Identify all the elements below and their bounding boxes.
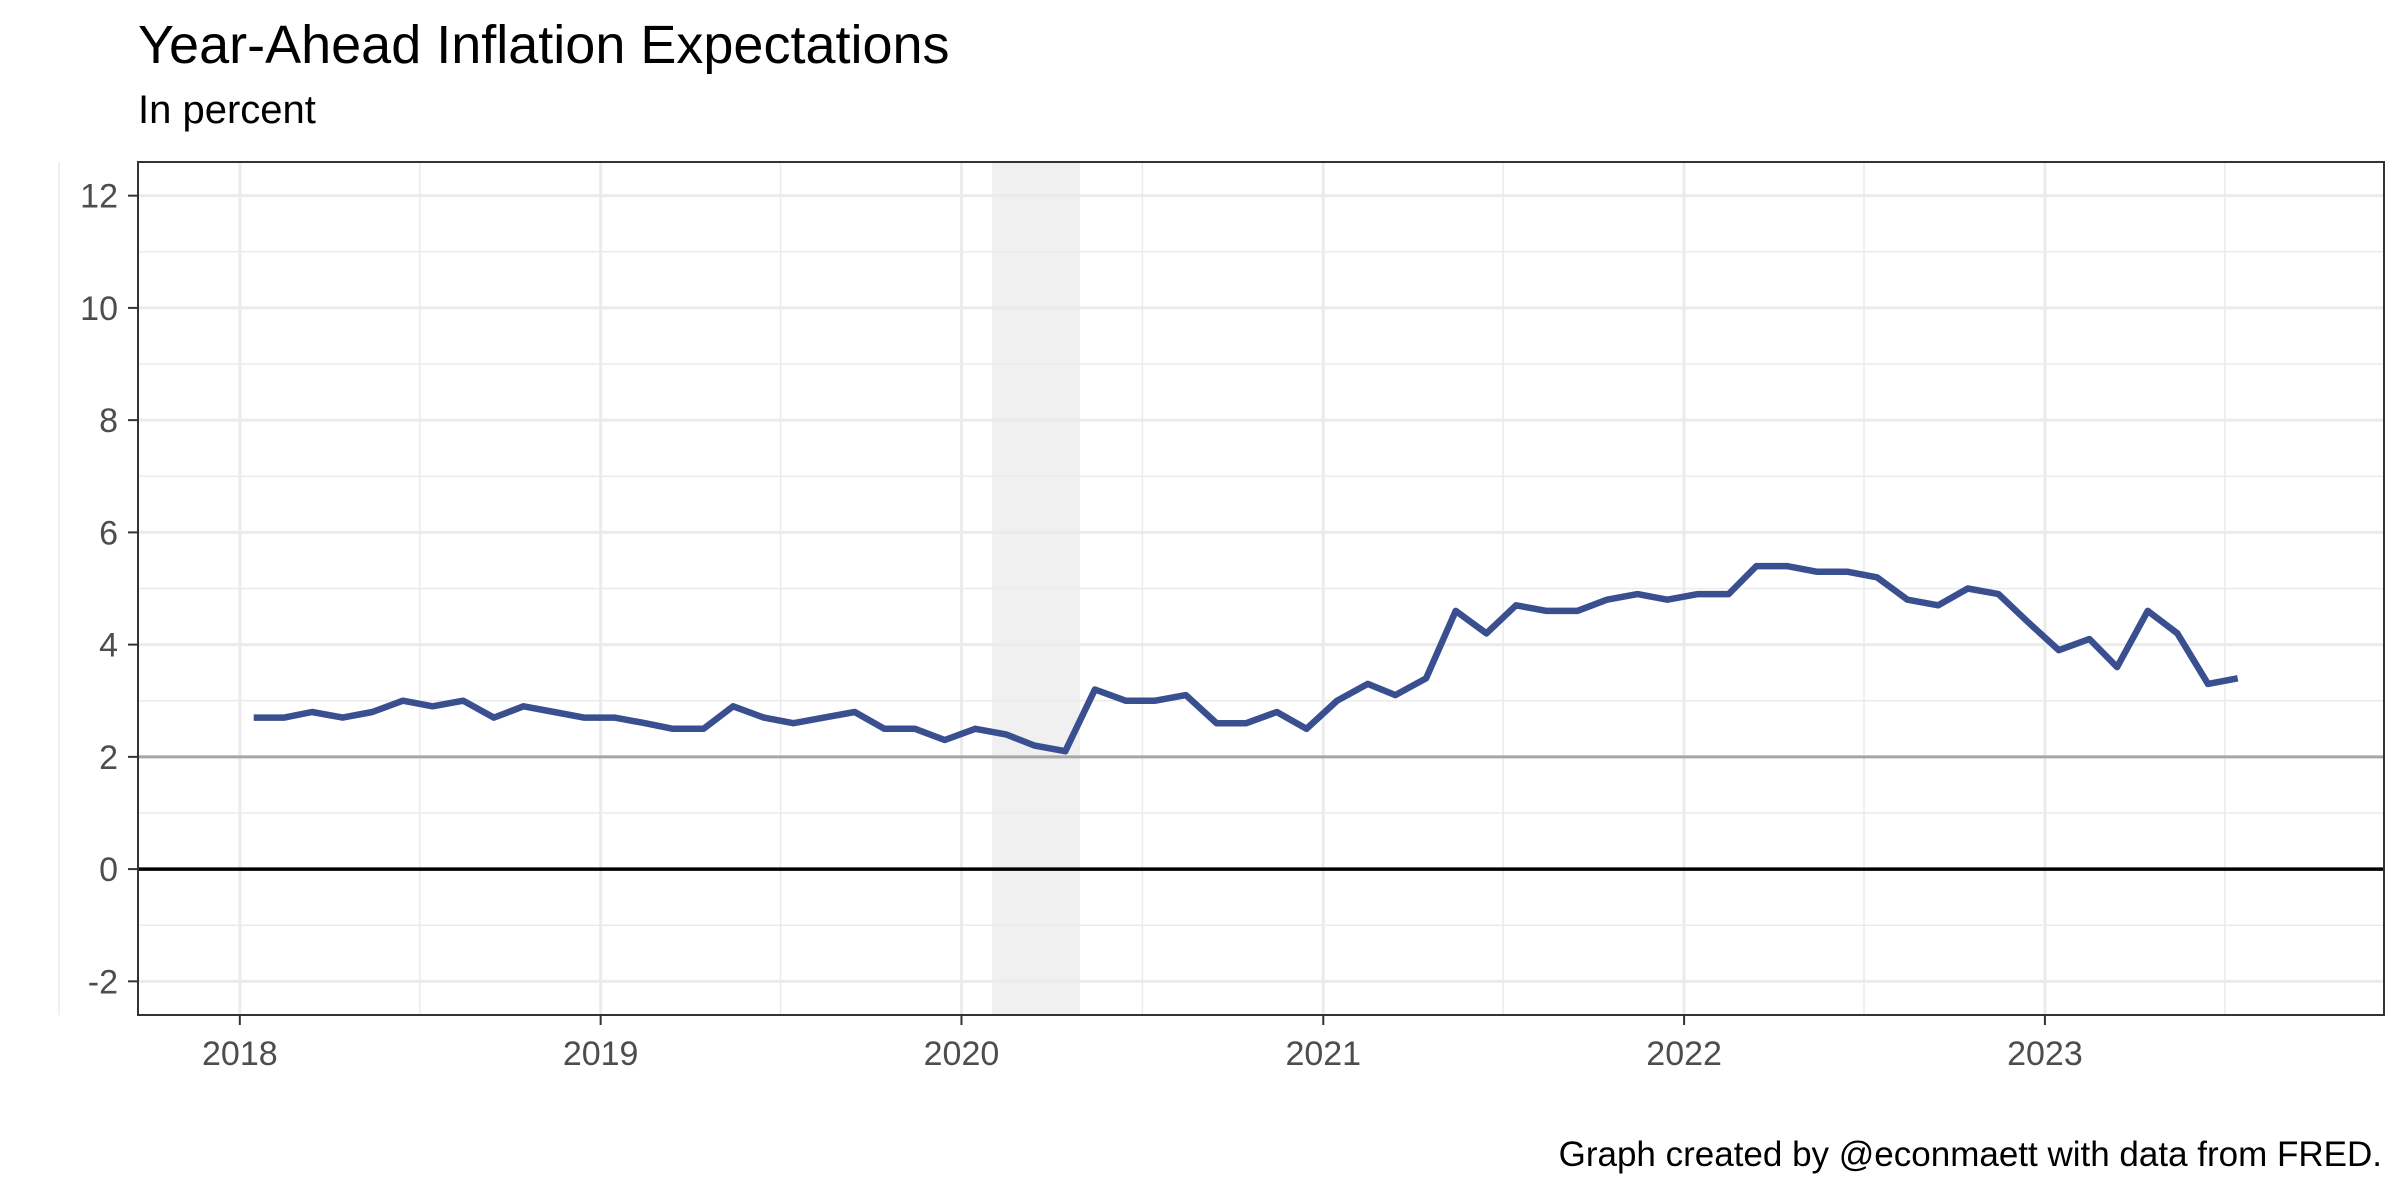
chart-caption: Graph created by @econmaett with data fr… — [1558, 1135, 2382, 1174]
y-tick-label: 8 — [99, 402, 118, 440]
y-tick-label: 0 — [99, 851, 118, 889]
x-tick-label: 2019 — [563, 1035, 639, 1073]
grid-layer — [58, 162, 2384, 1015]
x-tick-label: 2020 — [924, 1035, 1000, 1073]
y-tick-label: 10 — [80, 290, 118, 328]
panel-border — [137, 161, 2385, 1016]
x-tick-label: 2018 — [202, 1035, 278, 1073]
y-tick-label: 4 — [99, 627, 118, 665]
y-tick-label: 6 — [99, 514, 118, 552]
chart-subtitle: In percent — [138, 88, 316, 132]
y-tick-label: -2 — [88, 963, 118, 1001]
series-layer — [253, 562, 2239, 755]
reference-lines-layer — [138, 755, 2384, 871]
y-tick-label: 12 — [80, 178, 118, 216]
axis-layer: -2 0 2 4 6 8 10 12 2018 2019 2020 2021 2022 2023 — [80, 178, 2083, 1073]
x-tick-label: 2021 — [1285, 1035, 1361, 1073]
y-tick-label: 2 — [99, 739, 118, 777]
chart-title: Year-Ahead Inflation Expectations — [138, 15, 950, 75]
series-line — [253, 562, 2239, 755]
x-tick-label: 2023 — [2007, 1035, 2083, 1073]
x-tick-label: 2022 — [1646, 1035, 1722, 1073]
